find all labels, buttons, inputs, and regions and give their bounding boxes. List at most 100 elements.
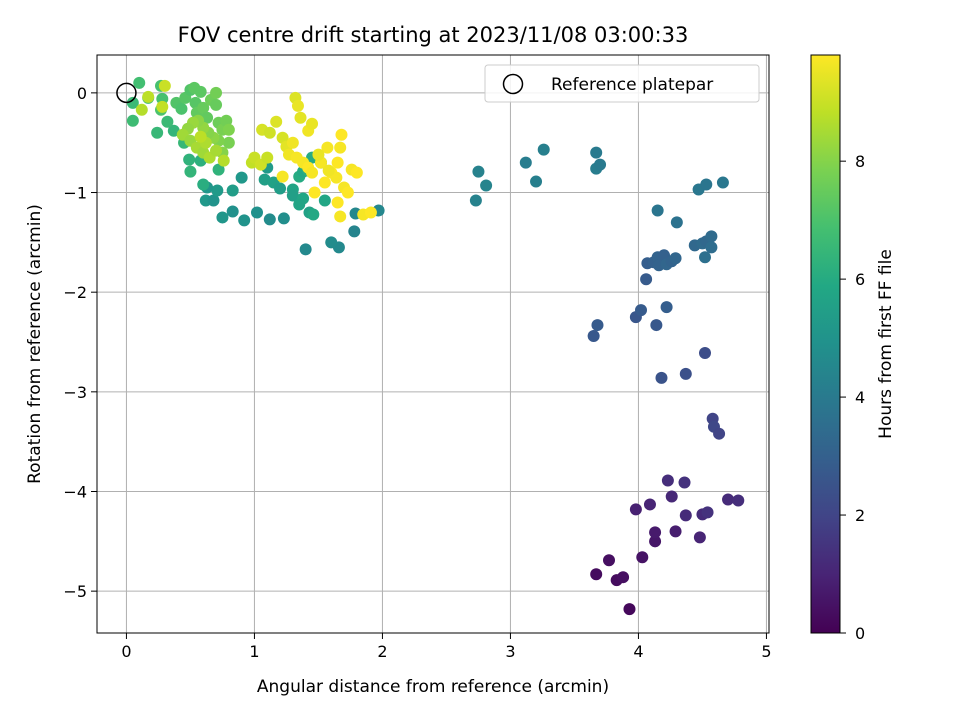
data-point xyxy=(334,141,347,154)
data-point xyxy=(276,170,289,183)
data-point xyxy=(156,100,169,113)
data-point xyxy=(211,184,224,197)
data-point xyxy=(210,144,223,157)
data-point xyxy=(636,551,649,564)
data-point xyxy=(158,79,171,92)
data-point xyxy=(331,156,344,169)
data-point xyxy=(350,166,363,179)
data-point xyxy=(649,535,662,548)
legend: Reference platepar xyxy=(484,64,760,103)
data-point xyxy=(590,568,603,581)
x-tick-label: 5 xyxy=(761,642,771,661)
data-point xyxy=(679,367,692,380)
data-point xyxy=(699,251,711,264)
colorbar-label: Hours from first FF file xyxy=(876,249,896,439)
data-point xyxy=(519,156,532,169)
data-point xyxy=(183,153,196,166)
data-point xyxy=(325,236,338,249)
data-point xyxy=(629,503,642,516)
data-point xyxy=(293,198,306,211)
data-point xyxy=(197,101,210,114)
data-point xyxy=(670,216,683,229)
reference-platepar-marker xyxy=(116,82,137,104)
data-point xyxy=(643,498,656,511)
data-point xyxy=(705,230,718,243)
data-point xyxy=(226,205,239,218)
data-point xyxy=(299,243,312,256)
data-point xyxy=(603,554,615,567)
data-point xyxy=(238,214,251,227)
data-point xyxy=(669,525,682,538)
data-point xyxy=(713,427,726,440)
data-point xyxy=(226,184,239,197)
legend-marker xyxy=(502,73,524,95)
data-point xyxy=(212,163,225,176)
data-point xyxy=(194,130,207,143)
data-point xyxy=(175,102,188,115)
data-point xyxy=(679,509,692,522)
data-point xyxy=(650,319,663,332)
colorbar-tick-label: 8 xyxy=(855,152,865,171)
data-point xyxy=(334,210,347,223)
data-point xyxy=(306,117,319,130)
data-point xyxy=(321,141,334,154)
chart-title: FOV centre drift starting at 2023/11/08 … xyxy=(178,23,689,47)
data-point xyxy=(306,166,319,179)
data-point xyxy=(322,164,335,177)
legend-box xyxy=(484,64,760,103)
y-axis-label: Rotation from reference (arcmin) xyxy=(25,204,45,484)
data-point xyxy=(649,526,662,539)
data-point xyxy=(364,206,377,219)
y-tick-label: 0 xyxy=(77,84,87,103)
data-point xyxy=(194,85,207,98)
data-point xyxy=(623,603,636,616)
data-point xyxy=(291,99,304,112)
x-tick-label: 2 xyxy=(377,642,387,661)
data-point xyxy=(263,126,276,139)
data-point xyxy=(655,371,668,384)
data-point xyxy=(594,158,607,171)
data-point xyxy=(669,252,682,265)
data-point xyxy=(222,136,235,149)
data-point xyxy=(678,476,691,489)
data-point xyxy=(126,114,139,127)
data-point xyxy=(276,131,289,144)
data-point xyxy=(693,531,706,544)
data-point xyxy=(161,115,174,128)
data-points xyxy=(116,76,745,616)
data-point xyxy=(590,146,603,159)
data-point xyxy=(472,165,485,178)
data-point xyxy=(308,186,321,199)
data-point xyxy=(661,474,674,487)
data-point xyxy=(294,111,307,124)
data-point xyxy=(126,96,139,109)
data-point xyxy=(651,204,664,217)
data-point xyxy=(184,165,197,178)
data-point xyxy=(274,182,287,195)
data-point xyxy=(207,194,220,207)
data-point xyxy=(270,115,283,128)
colorbar-ticks: 0 2 4 6 8 xyxy=(840,152,865,643)
colorbar-tick-label: 6 xyxy=(855,270,865,289)
data-point xyxy=(197,178,210,191)
data-point xyxy=(312,148,325,161)
x-tick-label: 0 xyxy=(121,642,131,661)
data-point xyxy=(286,136,299,149)
x-axis-label: Angular distance from reference (arcmin) xyxy=(257,677,609,697)
legend-entry-reference: Reference platepar xyxy=(551,75,713,95)
colorbar-tick-label: 2 xyxy=(855,506,865,525)
y-tick-label: −2 xyxy=(63,283,87,302)
data-point xyxy=(469,194,482,207)
data-point xyxy=(142,90,155,103)
y-axis-ticks: 0 −1 −2 −3 −4 −5 xyxy=(63,84,97,601)
data-point xyxy=(318,194,331,207)
data-point xyxy=(635,304,647,317)
data-point xyxy=(277,212,290,225)
data-point xyxy=(732,494,745,507)
data-point xyxy=(307,208,320,221)
x-tick-label: 3 xyxy=(505,642,515,661)
y-tick-label: −3 xyxy=(63,383,87,402)
data-point xyxy=(660,301,673,314)
data-point xyxy=(167,124,180,137)
x-axis-ticks: 0 1 2 3 4 5 xyxy=(121,633,772,661)
